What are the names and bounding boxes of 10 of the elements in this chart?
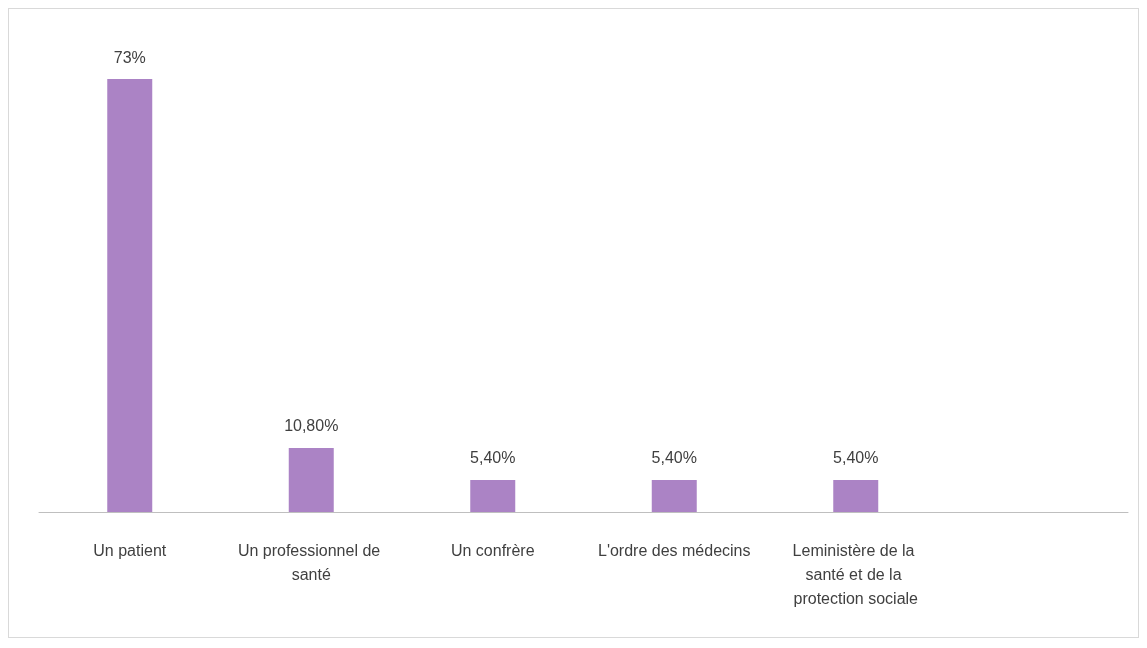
x-tick-label: Un confrère <box>450 541 535 559</box>
x-tick-label: Un patient <box>93 541 167 559</box>
data-label: 5,40% <box>470 449 516 467</box>
data-label: 5,40% <box>833 449 879 467</box>
data-label: 5,40% <box>651 449 697 467</box>
x-tick-label: Un professionnel de santé <box>237 541 385 583</box>
x-tick-label: Leministère de la santé et de la protection sociale <box>792 541 919 607</box>
data-label: 73% <box>113 48 146 66</box>
x-tick-label: L'ordre des médecins <box>598 541 751 559</box>
data-label: 10,80% <box>284 417 339 435</box>
